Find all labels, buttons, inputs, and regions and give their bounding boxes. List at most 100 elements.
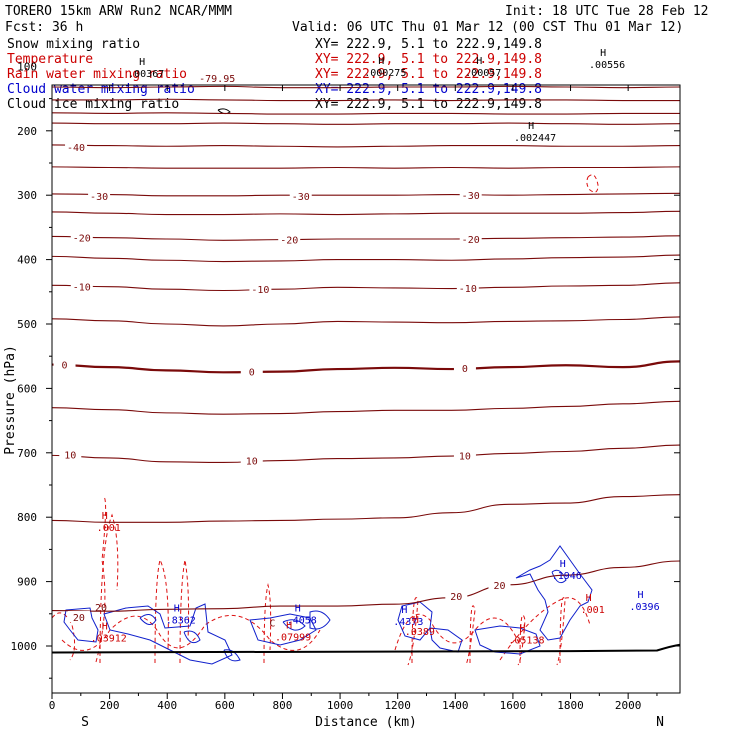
high-value: .05138 [508,635,544,646]
label-mask [240,365,263,377]
y-tick-label: 800 [17,511,37,524]
legend-xy: XY= 222.9, 5.1 to 222.9,149.8 [315,37,542,52]
ice-contour [217,108,231,115]
isotherm [52,400,680,415]
high-value: .03912 [91,634,127,645]
isotherm-label: -20 [73,234,91,245]
label-mask [289,189,312,201]
isotherm-label: -30 [292,192,310,203]
isotherm [52,112,680,115]
terrain-line [51,643,681,654]
label-mask [459,232,482,244]
x-tick-label: 600 [215,699,235,712]
legend-entry: Rain water mixing ratio [7,67,187,82]
x-tick-label: 1800 [557,699,584,712]
legend: Snow mixing ratio XY= 222.9, 5.1 to 222.9… [7,37,542,112]
ice-contour [586,174,599,193]
x-tick-label: 1200 [384,699,411,712]
high-marker: H [413,615,419,626]
cloud-water-contour [551,569,567,584]
rain-contour [263,583,272,664]
valid-time: Valid: 06 UTC Thu 01 Mar 12 (00 CST Thu … [292,20,683,35]
label-mask [445,589,468,601]
label-mask [488,578,511,590]
legend-xy: XY= 222.9, 5.1 to 222.9,149.8 [315,97,542,112]
minor-label: 20 [95,603,107,614]
minor-label: C [269,619,275,630]
x-tick-label: 400 [157,699,177,712]
x-tick-label: 1400 [442,699,469,712]
isotherm [52,560,680,612]
y-tick-label: 100 [17,60,37,73]
rain-contour [394,613,521,651]
legend-xy: XY= 222.9, 5.1 to 222.9,149.8 [315,82,542,97]
label-mask [278,233,301,245]
isotherm [52,192,680,197]
high-marker: H [174,604,180,615]
isotherm-label: 10 [64,451,76,462]
high-value: .07999 [275,632,311,643]
label-mask [88,189,111,201]
rain-contour [99,513,119,664]
label-mask [206,71,229,83]
cloud-water-contour [474,625,541,655]
high-marker: H [528,121,534,132]
label-mask [65,140,88,152]
rain-water-contours [52,108,599,666]
isotherm [52,122,680,125]
y-tick-label: 400 [17,254,37,267]
isotherm [52,235,680,241]
x-tick-label: 1600 [500,699,527,712]
init-time: Init: 18 UTC Tue 28 Feb 12 [505,4,709,19]
rain-contour [517,614,526,666]
isotherm [52,494,680,523]
high-marker: H [586,593,592,604]
plot-frame [51,84,681,694]
temperature-labels: -79.95 -40 -30 -30 -30 -20 -20 -20 -10 -10 -10 0 0 0 1… [53,71,511,630]
high-marker: H [378,56,384,67]
high-value: .0396 [629,602,659,613]
isotherm-label: 20 [493,581,505,592]
label-mask [453,361,476,373]
high-marker: H [638,590,644,601]
isotherm-label: 10 [246,457,258,468]
isotherm-label: -79.95 [199,74,235,85]
isotherm-label: 0 [462,364,468,375]
high-marker: H [102,622,108,633]
cloud-water-contour [223,649,241,662]
legend-xy: XY= 222.9, 5.1 to 222.9,149.8 [315,52,542,67]
isotherm [52,144,680,148]
high-marker: H [600,48,606,59]
y-tick-label: 600 [17,382,37,395]
label-mask [459,189,482,201]
isotherm-label: -20 [462,235,480,246]
maxima-labels: H.00367H.000275H.00057H.00556H.002447H.0… [91,48,660,647]
high-value: .001 [97,523,121,534]
isotherm-label: 0 [62,361,68,372]
label-mask [67,611,90,623]
isotherm [52,98,680,102]
isotherm [52,254,680,263]
high-value: .002447 [514,133,556,144]
y-tick-label: 700 [17,447,37,460]
legend-xy: XY= 222.9, 5.1 to 222.9,149.8 [315,67,542,82]
label-mask [456,281,479,293]
isotherm-label: -20 [280,236,298,247]
x-tick-label: 2000 [615,699,642,712]
isotherm [52,85,680,89]
rain-contour [179,559,190,664]
high-value: .4373 [393,617,423,628]
label-mask [70,231,93,243]
y-tick-label: 500 [17,318,37,331]
high-marker: H [401,605,407,616]
x-tick-label: 800 [273,699,293,712]
north-label: N [656,715,664,730]
label-mask [249,283,272,295]
cloud-water-contour [515,545,593,641]
label-mask [240,454,263,466]
cloud-water-contour [249,613,317,646]
high-marker: H [560,559,566,570]
isotherm [52,444,680,464]
axes: 0 200 400 600 800 1000 1200 1400 1600 1800 2000200… [11,60,680,712]
